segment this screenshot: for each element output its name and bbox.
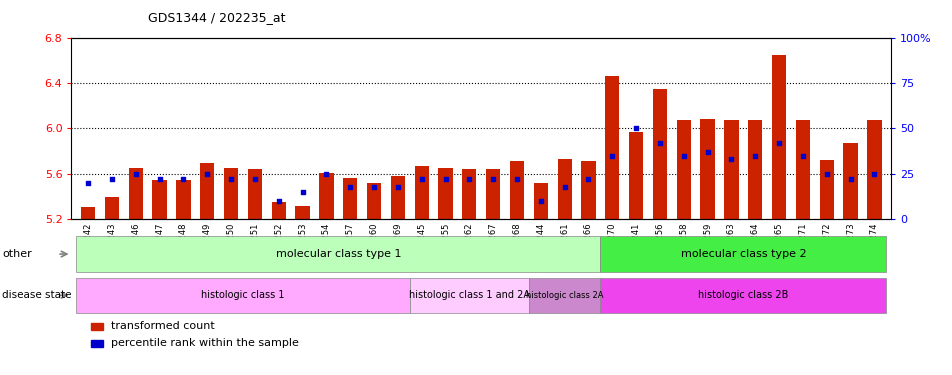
Point — [104, 176, 119, 182]
Text: histologic class 2A: histologic class 2A — [526, 291, 603, 300]
Bar — [129, 168, 143, 219]
Point — [437, 176, 452, 182]
Point — [247, 176, 262, 182]
Point — [151, 176, 168, 182]
Point — [532, 198, 547, 204]
Point — [770, 140, 785, 146]
Point — [270, 198, 286, 204]
Point — [794, 153, 809, 159]
Text: molecular class type 2: molecular class type 2 — [680, 249, 805, 259]
Point — [580, 176, 595, 182]
Bar — [557, 159, 571, 219]
Point — [627, 126, 643, 132]
Point — [80, 180, 95, 186]
Bar — [152, 180, 167, 219]
Bar — [700, 119, 714, 219]
Bar — [486, 170, 500, 219]
Point — [865, 171, 881, 177]
Bar — [224, 168, 238, 219]
Bar — [343, 178, 357, 219]
Bar — [414, 166, 428, 219]
Point — [746, 153, 762, 159]
Point — [485, 176, 500, 182]
Point — [842, 176, 857, 182]
Text: histologic class 1 and 2A: histologic class 1 and 2A — [408, 290, 529, 300]
Bar — [81, 207, 95, 219]
Bar — [200, 162, 214, 219]
Bar — [605, 76, 619, 219]
Text: molecular class type 1: molecular class type 1 — [275, 249, 401, 259]
Bar — [271, 202, 286, 219]
Bar — [390, 176, 405, 219]
Point — [318, 171, 333, 177]
Bar — [628, 132, 643, 219]
Point — [723, 156, 738, 162]
Point — [199, 171, 214, 177]
Point — [675, 153, 690, 159]
Bar — [724, 120, 738, 219]
Bar — [866, 120, 881, 219]
Point — [818, 171, 833, 177]
Point — [556, 184, 571, 190]
Bar — [819, 160, 833, 219]
Text: histologic class 2B: histologic class 2B — [698, 290, 787, 300]
Bar — [176, 180, 190, 219]
Point — [699, 149, 714, 155]
Text: percentile rank within the sample: percentile rank within the sample — [110, 338, 298, 348]
Bar — [105, 196, 119, 219]
Point — [366, 184, 381, 190]
Bar — [319, 173, 333, 219]
Bar — [795, 120, 809, 219]
Point — [461, 176, 476, 182]
Bar — [509, 161, 524, 219]
Point — [342, 184, 357, 190]
Text: other: other — [2, 249, 31, 259]
Bar — [676, 120, 690, 219]
Bar — [771, 54, 785, 219]
Point — [223, 176, 238, 182]
Bar — [581, 161, 595, 219]
Point — [508, 176, 524, 182]
Bar — [533, 183, 547, 219]
Bar — [438, 168, 452, 219]
Point — [389, 184, 405, 190]
Bar — [652, 88, 666, 219]
Bar — [747, 120, 762, 219]
Bar — [248, 170, 262, 219]
Point — [128, 171, 143, 177]
Bar — [843, 143, 857, 219]
Text: GDS1344 / 202235_at: GDS1344 / 202235_at — [148, 11, 285, 24]
Text: disease state: disease state — [2, 290, 71, 300]
Point — [175, 176, 190, 182]
Bar — [462, 170, 476, 219]
Point — [294, 189, 309, 195]
Text: transformed count: transformed count — [110, 321, 214, 331]
Point — [651, 140, 666, 146]
Bar — [367, 183, 381, 219]
Point — [604, 153, 619, 159]
Point — [413, 176, 428, 182]
Text: histologic class 1: histologic class 1 — [201, 290, 285, 300]
Bar — [295, 206, 309, 219]
